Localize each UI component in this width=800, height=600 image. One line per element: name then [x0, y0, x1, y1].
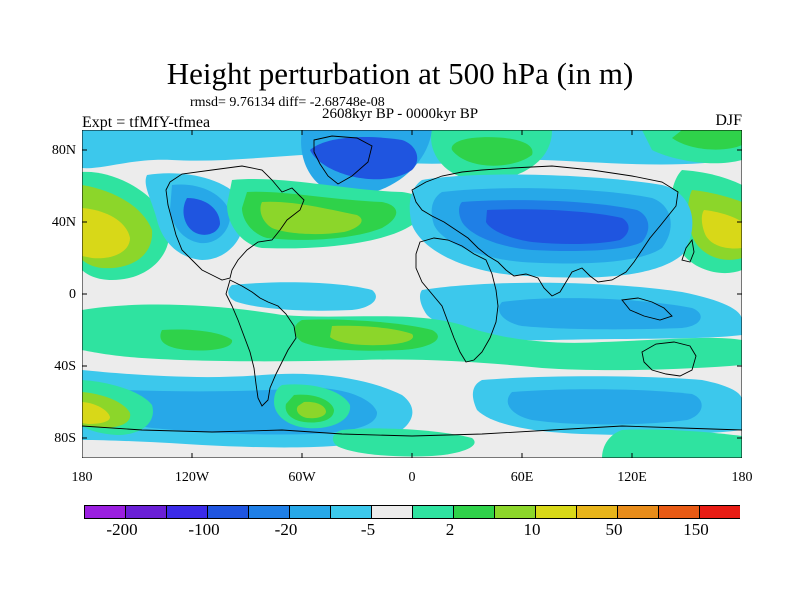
- colorbar-swatch: [658, 505, 700, 519]
- colorbar-label: -20: [274, 520, 298, 539]
- colorbar-swatch: [125, 505, 167, 519]
- plot-title: Height perturbation at 500 hPa (in m): [166, 56, 634, 91]
- colorbar-label: 150: [683, 520, 709, 539]
- field-region: [486, 209, 629, 245]
- field-region: [160, 329, 233, 351]
- x-tick-label: 120E: [617, 470, 647, 485]
- x-tick-label: 60E: [510, 470, 534, 485]
- x-tick-label: 120W: [174, 470, 210, 485]
- colorbar-swatch: [289, 505, 331, 519]
- field-region: [602, 429, 742, 458]
- field-region: [330, 325, 414, 346]
- colorbar-label: 2: [445, 520, 455, 539]
- axis-ticks: [82, 130, 742, 458]
- colorbar-label: -5: [360, 520, 376, 539]
- colorbar-swatch: [617, 505, 659, 519]
- field-region: [451, 137, 533, 166]
- colorbar-swatch: [207, 505, 249, 519]
- field-region: [507, 389, 702, 425]
- coastlines: [82, 135, 742, 437]
- y-tick-label: 80S: [54, 431, 76, 446]
- field-region: [82, 402, 110, 424]
- contour-field: [82, 130, 742, 458]
- period-label: 2608kyr BP - 0000kyr BP: [322, 106, 479, 122]
- x-tick-label: 180: [731, 470, 753, 485]
- x-tick-label: 180: [71, 470, 93, 485]
- colorbar-swatch: [494, 505, 536, 519]
- field-region: [672, 130, 742, 150]
- colorbar-swatch: [535, 505, 577, 519]
- stats-label: rmsd= 9.76134 diff= -2.68748e-08: [190, 95, 385, 110]
- colorbar-swatch: [453, 505, 495, 519]
- field-region: [498, 298, 701, 330]
- colorbar-swatch: [371, 505, 413, 519]
- season-label: DJF: [715, 112, 742, 129]
- y-tick-label: 0: [69, 287, 76, 302]
- field-region: [310, 137, 418, 180]
- colorbar-swatch: [576, 505, 618, 519]
- field-region: [183, 198, 220, 235]
- y-tick-label: 40S: [54, 359, 76, 374]
- colorbar-swatch: [166, 505, 208, 519]
- colorbar-swatch: [699, 505, 740, 519]
- map-plot: [82, 130, 742, 458]
- colorbar-label: -200: [106, 520, 138, 539]
- field-region: [82, 208, 130, 259]
- x-tick-label: 60W: [288, 470, 316, 485]
- experiment-label: Expt = tfMfY-tfmea: [82, 114, 211, 131]
- colorbar-swatch: [84, 505, 126, 519]
- colorbar-swatch: [412, 505, 454, 519]
- y-tick-label: 40N: [51, 215, 76, 230]
- colorbar-swatch: [248, 505, 290, 519]
- field-region: [260, 201, 362, 235]
- field-region: [296, 401, 326, 419]
- x-tick-label: 0: [408, 470, 416, 485]
- colorbar-swatch: [330, 505, 372, 519]
- colorbar: [84, 505, 740, 519]
- field-region: [701, 210, 742, 249]
- colorbar-label: 10: [523, 520, 541, 539]
- y-tick-label: 80N: [51, 143, 76, 158]
- field-region: [228, 282, 376, 311]
- colorbar-label: 50: [605, 520, 623, 539]
- colorbar-label: -100: [188, 520, 220, 539]
